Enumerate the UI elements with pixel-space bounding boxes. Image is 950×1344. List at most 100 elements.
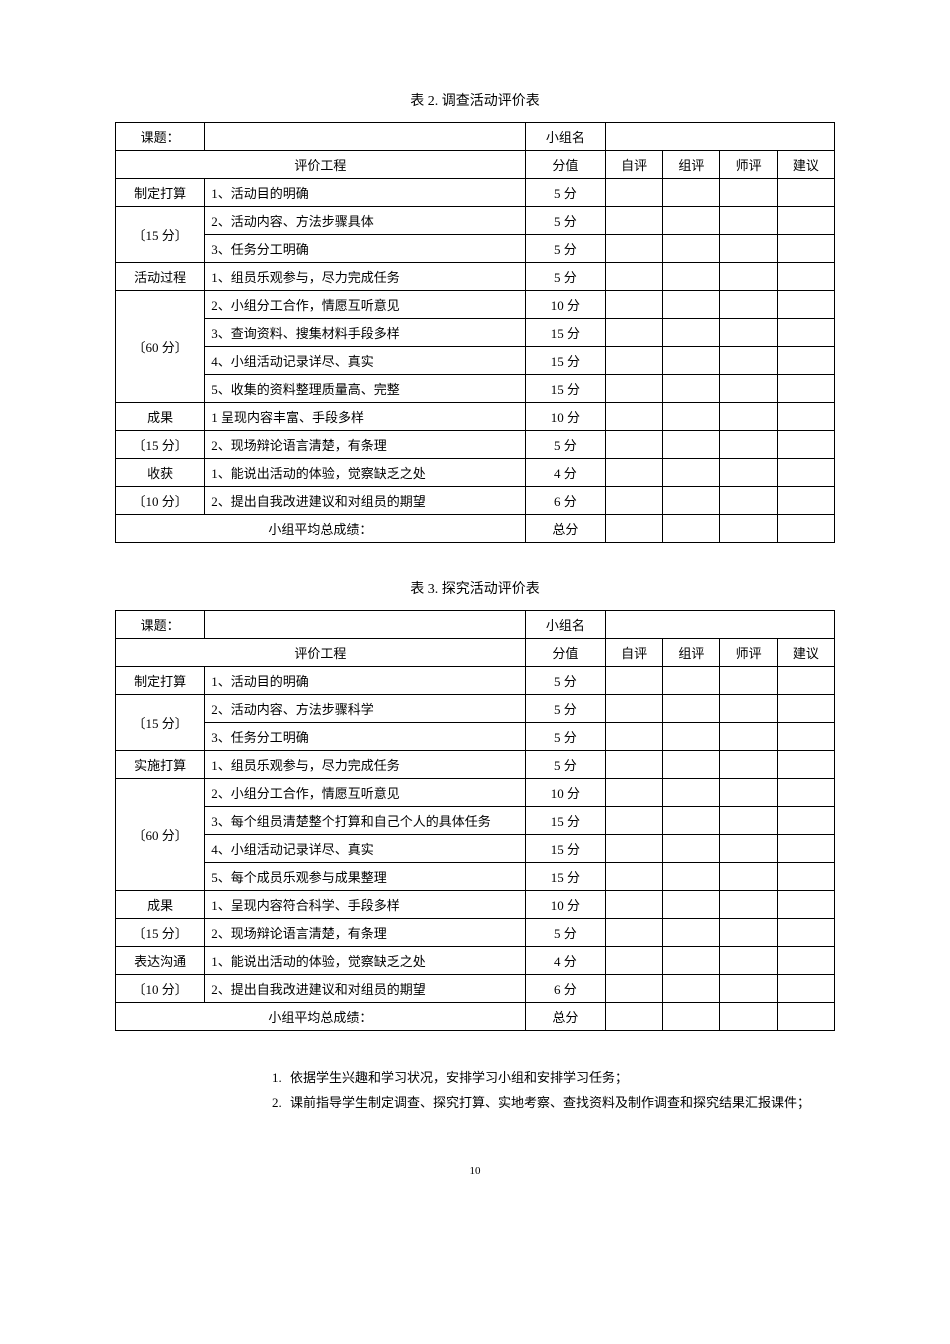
table-row: 〔15 分〕 2、现场辩论语言清楚，有条理 5 分 [116,919,835,947]
footer-label: 小组平均总成绩： [116,1003,526,1031]
criteria-cell: 1、组员乐观参与，尽力完成任务 [205,263,526,291]
self-cell [606,291,663,319]
group-cell [663,235,720,263]
page-number: 10 [115,1165,835,1177]
teacher-cell [720,515,777,543]
table2-title: 表 3. 探究活动评价表 [115,578,835,598]
group-cell [663,723,720,751]
criteria-cell: 2、活动内容、方法步骤具体 [205,207,526,235]
self-cell [606,975,663,1003]
points-cell: 〔10 分〕 [116,975,205,1003]
category-cell: 实施打算 [116,751,205,779]
table-row: 5、每个成员乐观参与成果整理 15 分 [116,863,835,891]
table-row: 〔10 分〕 2、提出自我改进建议和对组员的期望 6 分 [116,487,835,515]
table-row: 3、任务分工明确 5 分 [116,235,835,263]
suggest-cell [777,863,834,891]
criteria-cell: 1 呈现内容丰富、手段多样 [205,403,526,431]
group-cell [663,1003,720,1031]
self-cell [606,919,663,947]
category-cell: 成果 [116,403,205,431]
self-cell [606,1003,663,1031]
group-cell [663,751,720,779]
points-cell: 〔15 分〕 [116,695,205,751]
group-eval-header: 组评 [663,639,720,667]
teacher-cell [720,319,777,347]
score-cell: 5 分 [525,751,605,779]
score-cell: 15 分 [525,319,605,347]
teacher-cell [720,207,777,235]
group-cell [663,515,720,543]
suggest-cell [777,459,834,487]
table-row: 表达沟通 1、能说出活动的体验，觉察缺乏之处 4 分 [116,947,835,975]
table-row: 活动过程 1、组员乐观参与，尽力完成任务 5 分 [116,263,835,291]
group-cell [663,291,720,319]
group-eval-header: 组评 [663,151,720,179]
category-cell: 制定打算 [116,179,205,207]
suggest-cell [777,515,834,543]
table-row: 3、任务分工明确 5 分 [116,723,835,751]
self-cell [606,459,663,487]
suggest-cell [777,835,834,863]
score-cell: 15 分 [525,807,605,835]
teacher-cell [720,431,777,459]
score-cell: 6 分 [525,487,605,515]
footer-label: 小组平均总成绩： [116,515,526,543]
points-cell: 〔10 分〕 [116,487,205,515]
group-value [606,611,835,639]
topic-value [205,123,526,151]
teacher-cell [720,235,777,263]
score-cell: 5 分 [525,235,605,263]
self-cell [606,947,663,975]
suggest-cell [777,179,834,207]
self-cell [606,863,663,891]
table-row: 〔10 分〕 2、提出自我改进建议和对组员的期望 6 分 [116,975,835,1003]
category-cell: 表达沟通 [116,947,205,975]
group-cell [663,947,720,975]
group-cell [663,487,720,515]
score-cell: 10 分 [525,891,605,919]
topic-label: 课题： [116,123,205,151]
criteria-cell: 3、查询资料、搜集材料手段多样 [205,319,526,347]
group-cell [663,807,720,835]
criteria-cell: 5、每个成员乐观参与成果整理 [205,863,526,891]
group-label: 小组名 [525,611,605,639]
self-cell [606,403,663,431]
self-cell [606,431,663,459]
criteria-cell: 3、任务分工明确 [205,723,526,751]
self-cell [606,319,663,347]
table1: 课题： 小组名 评价工程 分值 自评 组评 师评 建议 制定打算 1、活动目的明… [115,122,835,543]
table1-header-row2: 评价工程 分值 自评 组评 师评 建议 [116,151,835,179]
group-cell [663,919,720,947]
table-row: 3、每个组员清楚整个打算和自己个人的具体任务 15 分 [116,807,835,835]
suggest-cell [777,207,834,235]
suggest-cell [777,319,834,347]
table1-header-row1: 课题： 小组名 [116,123,835,151]
points-cell: 〔15 分〕 [116,919,205,947]
score-cell: 5 分 [525,179,605,207]
table-row: 5、收集的资料整理质量高、完整 15 分 [116,375,835,403]
criteria-cell: 1、呈现内容符合科学、手段多样 [205,891,526,919]
suggest-header: 建议 [777,151,834,179]
score-cell: 5 分 [525,919,605,947]
group-cell [663,431,720,459]
score-cell: 6 分 [525,975,605,1003]
criteria-cell: 1、组员乐观参与，尽力完成任务 [205,751,526,779]
criteria-cell: 2、活动内容、方法步骤科学 [205,695,526,723]
group-cell [663,835,720,863]
criteria-cell: 1、活动目的明确 [205,667,526,695]
criteria-header: 评价工程 [116,639,526,667]
suggest-cell [777,667,834,695]
suggest-cell [777,807,834,835]
suggest-cell [777,235,834,263]
teacher-eval-header: 师评 [720,151,777,179]
group-cell [663,667,720,695]
teacher-cell [720,947,777,975]
table-row: 4、小组活动记录详尽、真实 15 分 [116,835,835,863]
group-cell [663,891,720,919]
criteria-cell: 3、每个组员清楚整个打算和自己个人的具体任务 [205,807,526,835]
table2-footer: 小组平均总成绩： 总分 [116,1003,835,1031]
table-row: 成果 1 呈现内容丰富、手段多样 10 分 [116,403,835,431]
score-cell: 15 分 [525,835,605,863]
self-cell [606,347,663,375]
score-cell: 4 分 [525,459,605,487]
